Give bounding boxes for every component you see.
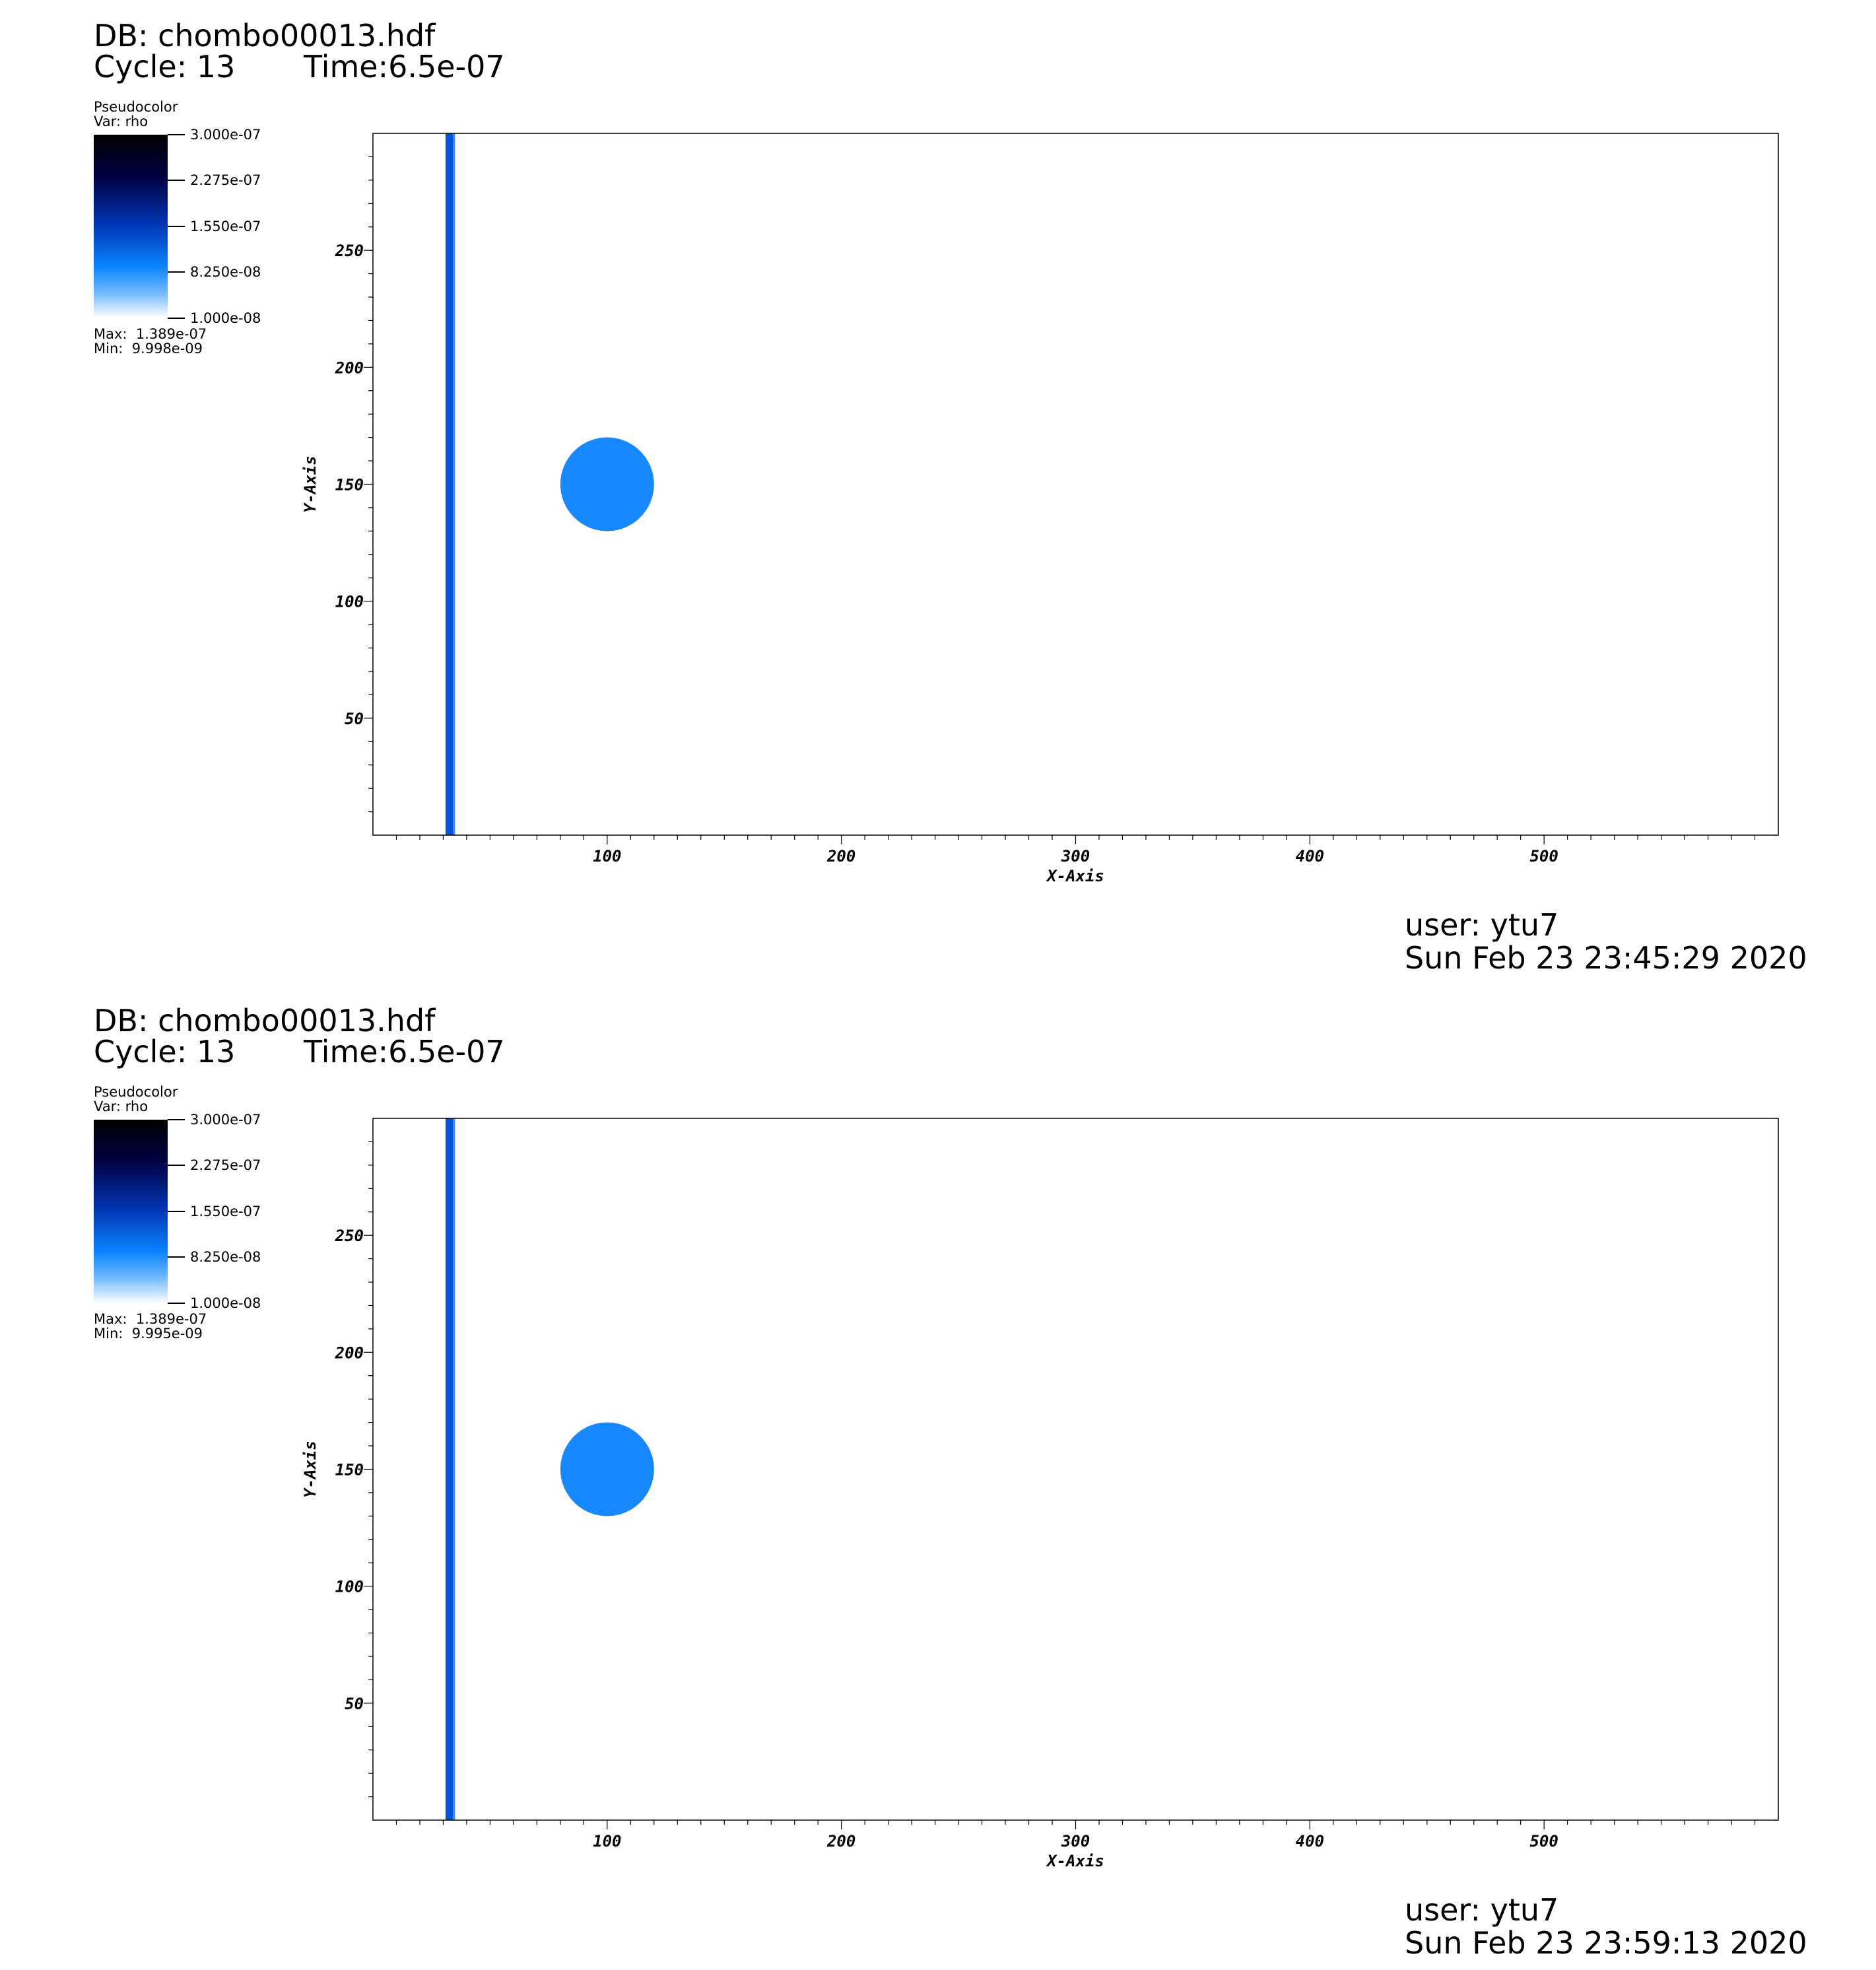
database-label: DB: chombo00013.hdf [94,1003,436,1038]
y-axis-title: Y-Axis [301,1441,319,1498]
legend-plot-type: Pseudocolor [94,99,178,115]
legend-min: Min: 9.998e-09 [94,341,203,357]
density-band-edge [453,133,455,835]
density-bubble [560,1422,654,1516]
density-band-edge [453,1118,455,1820]
y-tick-label: 250 [335,242,364,260]
y-tick-label: 50 [345,1695,364,1713]
colorbar-tick-label: 2.275e-07 [190,1157,261,1173]
legend-max: Max: 1.389e-07 [94,1311,207,1327]
colorbar-tick [168,1119,185,1120]
x-tick-label: 100 [593,1832,621,1851]
colorbar-tick [168,271,185,273]
user-label: user: ytu7 [1405,907,1559,943]
x-tick-label: 300 [1061,1832,1090,1851]
colorbar-tick-label: 1.550e-07 [190,219,261,234]
date-label: Sun Feb 23 23:45:29 2020 [1405,940,1807,976]
x-tick-label: 400 [1296,847,1324,866]
legend-plot-type: Pseudocolor [94,1084,178,1100]
colorbar-tick-label: 1.550e-07 [190,1204,261,1219]
y-tick-label: 150 [335,476,364,494]
time-label: Time:6.5e-07 [304,49,505,85]
y-tick-label: 200 [335,358,364,377]
user-label: user: ytu7 [1405,1892,1559,1928]
y-axis-title: Y-Axis [301,456,319,513]
density-bubble [560,437,654,531]
plot-area: 100 200 300 400 500 50 100 150 200 250 X-Axis Y-Axi… [301,133,1779,885]
colorbar [94,135,168,318]
legend-max: Max: 1.389e-07 [94,326,207,342]
date-label: Sun Feb 23 23:59:13 2020 [1405,1925,1807,1961]
colorbar-tick-label: 1.000e-08 [190,1295,261,1311]
plot-area: 100 200 300 400 500 50 100 150 200 250 X-Axis Y-Axi… [301,1118,1779,1870]
x-tick-label: 500 [1529,1832,1558,1851]
x-axis-title: X-Axis [1046,867,1104,885]
x-tick-label: 500 [1529,847,1558,866]
legend-variable: Var: rho [94,114,149,129]
colorbar-tick [168,1211,185,1212]
time-label: Time:6.5e-07 [304,1034,505,1070]
colorbar-tick-label: 2.275e-07 [190,172,261,188]
y-tick-label: 100 [335,593,364,611]
colorbar-tick-label: 1.000e-08 [190,310,261,326]
x-tick-label: 200 [826,847,855,866]
x-tick-label: 300 [1061,847,1090,866]
x-tick-label: 100 [593,847,621,866]
colorbar [94,1120,168,1303]
y-tick-label: 200 [335,1343,364,1362]
legend-min: Min: 9.995e-09 [94,1326,203,1342]
colorbar-tick-label: 8.250e-08 [190,1249,261,1265]
colorbar-tick [168,1256,185,1258]
legend-variable: Var: rho [94,1099,149,1114]
y-tick-label: 50 [345,710,364,728]
colorbar-tick-label: 3.000e-07 [190,127,261,143]
colorbar-tick [168,134,185,135]
colorbar-tick [168,180,185,181]
colorbar-tick [168,318,185,319]
cycle-label: Cycle: 13 [94,1034,236,1070]
colorbar-tick [168,1165,185,1166]
y-tick-label: 100 [335,1578,364,1596]
colorbar-tick-label: 3.000e-07 [190,1112,261,1128]
x-axis-title: X-Axis [1046,1852,1104,1870]
colorbar-tick-label: 8.250e-08 [190,264,261,280]
colorbar-tick [168,226,185,227]
database-label: DB: chombo00013.hdf [94,18,436,53]
x-tick-label: 200 [826,1832,855,1851]
density-band [445,133,455,835]
y-tick-label: 250 [335,1227,364,1245]
plot-panel-1: DB: chombo00013.hdf Cycle: 13 Time:6.5e-… [94,18,1807,976]
x-tick-label: 400 [1296,1832,1324,1851]
plot-panel-2: DB: chombo00013.hdf Cycle: 13 Time:6.5e-… [0,985,1876,1970]
density-band [445,1118,455,1820]
cycle-label: Cycle: 13 [94,49,236,85]
y-tick-label: 150 [335,1461,364,1479]
colorbar-tick [168,1303,185,1304]
